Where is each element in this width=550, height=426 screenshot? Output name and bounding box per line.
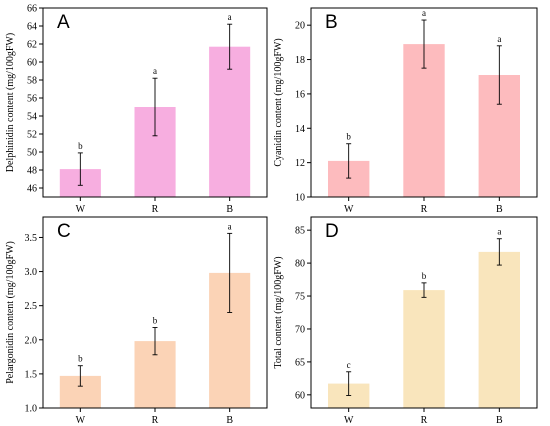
significance-letter: a	[497, 34, 501, 44]
chart-panel-a: b Wa Ra B 46 48 50 52 54 56 58 60 62 64 66 A Delphinidin…	[5, 4, 268, 215]
significance-letter: a	[422, 8, 426, 18]
significance-letter: a	[228, 221, 232, 231]
x-tick-label: R	[152, 204, 159, 215]
bar	[478, 251, 520, 408]
x-tick-label: B	[226, 204, 233, 215]
bar	[403, 290, 445, 408]
chart-panel-c: b Wb Ra B 1.0 1.5 2.0 2.5 3.0 3.5 C Pelargonidin co…	[5, 216, 268, 426]
significance-letter: b	[78, 354, 83, 364]
y-tick-label: 52	[27, 130, 37, 141]
y-tick-label: 20	[295, 21, 305, 32]
panel-letter: C	[57, 221, 71, 242]
y-tick-label: 66	[27, 4, 37, 15]
y-tick-label: 1.0	[25, 404, 38, 415]
plot-frame	[42, 7, 268, 198]
y-tick-label: 80	[295, 259, 305, 270]
x-tick-label: B	[226, 415, 233, 426]
y-tick-label: 64	[27, 22, 37, 33]
y-axis-label: Pelargonidin content (mg/100gFW)	[5, 241, 16, 384]
y-tick-label: 2.5	[25, 301, 38, 312]
y-tick-label: 50	[27, 148, 37, 159]
y-tick-label: 18	[295, 55, 305, 66]
y-tick-label: 65	[295, 357, 305, 368]
y-tick-label: 16	[295, 89, 305, 100]
x-tick-label: R	[421, 204, 428, 215]
y-axis-label: Cyanidin content (mg/100gFW)	[273, 38, 284, 166]
significance-letter: b	[422, 271, 427, 281]
x-tick-label: R	[421, 415, 428, 426]
plot-frame	[310, 7, 538, 198]
bar	[403, 44, 445, 197]
y-tick-label: 75	[295, 292, 305, 303]
y-tick-label: 2.0	[25, 335, 38, 346]
y-axis-label: Total content (mg/100gFW)	[273, 256, 284, 368]
significance-letter: b	[346, 132, 351, 142]
y-tick-label: 3.5	[25, 233, 38, 244]
y-tick-label: 70	[295, 324, 305, 335]
chart-panel-b: b Wa Ra B 10 12 14 16 18 20 B Cyanidin content (mg/…	[273, 7, 538, 215]
panel-letter: A	[57, 12, 70, 33]
significance-letter: c	[347, 360, 351, 370]
significance-letter: a	[228, 12, 232, 22]
y-tick-label: 46	[27, 184, 37, 195]
panel-letter: D	[325, 221, 339, 242]
x-tick-label: W	[76, 415, 86, 426]
y-tick-label: 54	[27, 112, 37, 123]
x-tick-label: W	[344, 415, 354, 426]
y-axis-label: Delphinidin content (mg/100gFW)	[5, 33, 16, 172]
y-tick-label: 14	[295, 124, 305, 135]
x-tick-label: B	[496, 415, 503, 426]
y-tick-label: 62	[27, 40, 37, 51]
x-tick-label: R	[152, 415, 159, 426]
y-tick-label: 10	[295, 193, 305, 204]
significance-letter: b	[153, 316, 158, 326]
significance-letter: b	[78, 141, 83, 151]
y-tick-label: 58	[27, 76, 37, 87]
y-tick-label: 48	[27, 166, 37, 177]
y-tick-label: 60	[295, 390, 305, 401]
plot-frame	[42, 216, 268, 409]
x-tick-label: W	[76, 204, 86, 215]
chart-panel-d: c Wb Ra B 60 65 70 75 80 85 D Total content (mg/100…	[273, 216, 538, 426]
x-tick-label: W	[344, 204, 354, 215]
y-tick-label: 56	[27, 94, 37, 105]
y-tick-label: 85	[295, 226, 305, 237]
y-tick-label: 1.5	[25, 369, 38, 380]
y-tick-label: 3.0	[25, 267, 38, 278]
plot-frame	[310, 216, 538, 409]
panel-letter: B	[325, 12, 338, 33]
y-tick-label: 60	[27, 58, 37, 69]
y-tick-label: 12	[295, 158, 305, 169]
significance-letter: a	[497, 227, 501, 237]
x-tick-label: B	[496, 204, 503, 215]
significance-letter: a	[153, 66, 157, 76]
bar	[209, 46, 251, 198]
